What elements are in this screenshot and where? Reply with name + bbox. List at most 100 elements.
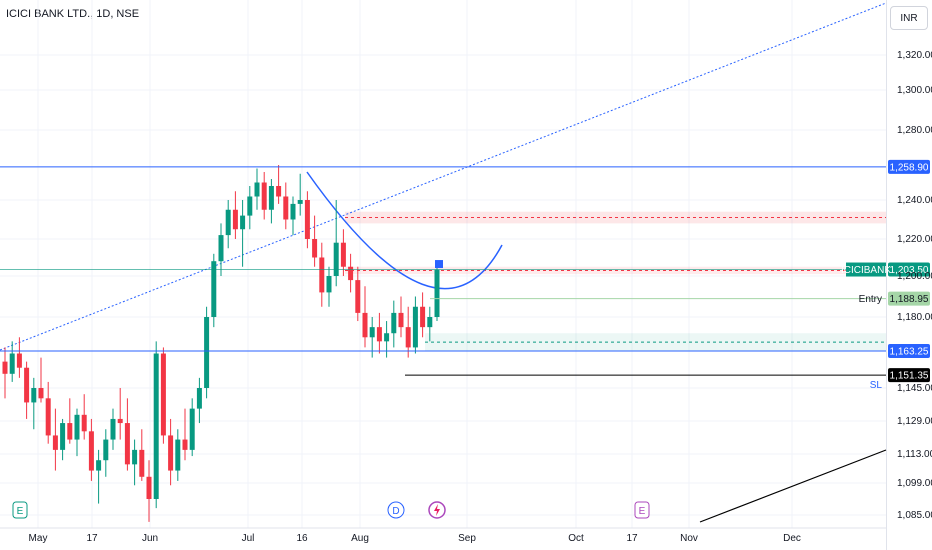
candle-body <box>204 317 210 388</box>
candle-body <box>254 182 260 197</box>
event-marker-E <box>634 501 650 519</box>
candle-body <box>103 439 109 461</box>
price-tick-label: 1,180.00 <box>897 312 932 323</box>
candle-body <box>16 353 22 368</box>
candle-body <box>132 449 138 465</box>
event-marker-label: D <box>392 506 399 517</box>
support-badge <box>888 343 930 358</box>
candle-body <box>38 388 44 399</box>
candle-body <box>67 423 73 440</box>
time-tick-label: Dec <box>783 533 801 544</box>
price-tick-label: 1,200.00 <box>897 271 932 282</box>
candle-body <box>276 186 282 197</box>
stop-loss-badge <box>888 368 930 383</box>
price-tick-label: 1,220.00 <box>897 234 932 245</box>
candle-body <box>340 242 346 267</box>
time-tick-label: Jul <box>242 533 255 544</box>
candle-body <box>52 435 58 450</box>
time-tick-label: 17 <box>626 533 638 544</box>
candle-body <box>211 261 217 317</box>
candle-body <box>2 361 8 374</box>
price-axis: 1,085.00 1,099.00 1,113.00 1,129.00 1,145.00… <box>897 50 932 521</box>
lightning-bolt-icon <box>434 504 440 516</box>
candle-body <box>348 266 354 281</box>
flag-marker <box>435 260 443 269</box>
time-tick-label: Sep <box>458 533 476 544</box>
candle-body <box>232 209 238 230</box>
candle-body <box>9 353 15 374</box>
candle-body <box>333 242 339 276</box>
candle-body <box>290 203 296 220</box>
resistance-badge <box>888 159 930 174</box>
projection-line <box>699 449 887 523</box>
candle-body <box>398 312 404 328</box>
last-price-badge-label: 1,203.50 <box>890 265 929 276</box>
candle-body <box>60 423 66 450</box>
candle-body <box>88 431 94 471</box>
candle-body <box>182 439 188 450</box>
candle-body <box>175 439 181 471</box>
rising-trendline <box>0 2 887 351</box>
candle-body <box>376 327 382 342</box>
time-tick-label: 16 <box>296 533 308 544</box>
candle-body <box>247 196 253 216</box>
resistance-badge-label: 1,258.90 <box>890 162 929 173</box>
sl-tag: SL <box>870 380 883 391</box>
price-tick-label: 1,300.00 <box>897 85 932 96</box>
chart-title: ICICI BANK LTD., 1D, NSE <box>6 8 140 20</box>
candle-body <box>110 418 116 440</box>
candle-body <box>153 353 159 499</box>
currency-button[interactable]: INR <box>890 6 928 30</box>
price-zones <box>345 211 886 351</box>
candle-body <box>139 449 145 477</box>
candle-body <box>268 186 274 210</box>
stop-loss-badge-label: 1,151.35 <box>890 371 929 382</box>
price-tick-label: 1,320.00 <box>897 50 932 61</box>
symbol-tag-bg <box>846 262 886 277</box>
candle-body <box>81 414 87 432</box>
grid-lines <box>0 0 886 528</box>
candle-body <box>283 196 289 220</box>
candle-body <box>31 388 37 403</box>
price-tick-label: 1,280.00 <box>897 125 932 136</box>
price-tick-label: 1,085.00 <box>897 510 932 521</box>
candle-body <box>405 327 411 348</box>
candle-body <box>326 276 332 293</box>
candle-body <box>384 333 390 342</box>
candle-body <box>427 317 433 328</box>
candle-body <box>45 398 51 436</box>
candle-body <box>160 353 166 436</box>
event-marker-D <box>387 501 405 519</box>
time-tick-label: Nov <box>680 533 698 544</box>
time-tick-label: Oct <box>568 533 584 544</box>
event-marker-label: E <box>639 506 646 517</box>
price-axis-divider <box>886 0 887 550</box>
entry-tag: Entry <box>859 294 882 305</box>
candle-body <box>319 257 325 293</box>
price-tick-label: 1,113.00 <box>897 449 932 460</box>
candle-body <box>434 269 440 317</box>
candle-body <box>412 306 418 348</box>
candle-body <box>362 312 368 338</box>
time-tick-label: Jun <box>142 533 158 544</box>
candle-body <box>24 367 30 403</box>
time-tick-label: 17 <box>86 533 98 544</box>
last-price-badge <box>888 262 930 277</box>
symbol-tag: ICICIBANK <box>841 265 891 276</box>
candle-body <box>168 435 174 471</box>
candle-body <box>189 408 195 450</box>
price-tick-label: 1,129.00 <box>897 416 932 427</box>
candle-body <box>225 209 231 236</box>
time-axis: May 17 Jun Jul 16 Aug Sep Oct 17 Nov Dec <box>0 527 886 544</box>
price-tick-label: 1,240.00 <box>897 195 932 206</box>
entry-badge-label: 1,188.95 <box>890 294 929 305</box>
candle-body <box>74 414 80 440</box>
candle-body <box>304 200 310 239</box>
candle-body <box>124 423 130 465</box>
candle-body <box>391 312 397 334</box>
candle-body <box>261 182 267 210</box>
candle-body <box>117 418 123 424</box>
candle-body <box>420 306 426 328</box>
entry-badge <box>888 291 930 306</box>
